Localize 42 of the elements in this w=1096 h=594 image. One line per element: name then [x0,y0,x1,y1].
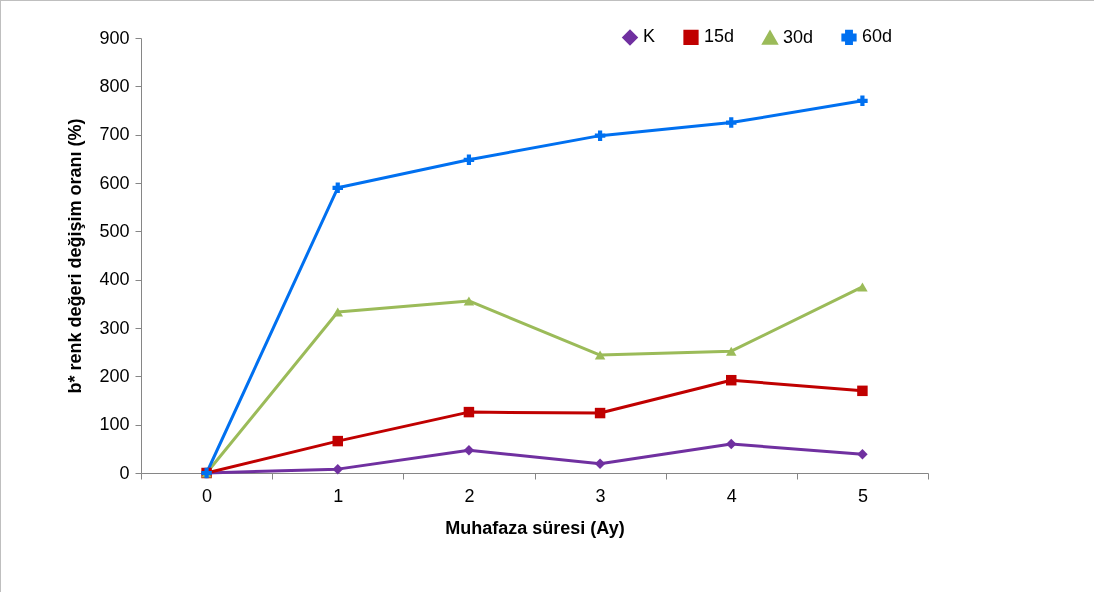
point [463,445,475,456]
y-tick-label: 200 [99,365,130,386]
x-tick-label: 0 [202,485,213,506]
point [594,130,606,141]
y-tick-label: 800 [99,75,130,96]
x-tick-label: 1 [333,485,344,506]
y-axis-title: b* renk değeri değişim oranı (%) [65,118,86,394]
point [594,350,606,360]
point [463,296,475,306]
point [726,346,737,356]
point [463,154,475,166]
point [332,182,343,194]
point [332,463,343,475]
y-tick-label: 500 [99,220,130,241]
y-tick-label: 900 [99,27,130,48]
x-tick-label: 5 [857,485,868,506]
y-tick-label: 100 [99,414,130,435]
point [726,117,737,128]
legend-label: 60d [862,26,893,47]
point [594,458,606,470]
x-tick-label: 4 [726,485,737,506]
legend-label: 30d [783,26,814,47]
point [857,448,868,460]
point [726,374,737,386]
legend-label: K [643,26,656,47]
point [332,435,343,447]
point [857,282,868,292]
point [594,407,606,419]
point [857,95,868,107]
point [726,438,737,450]
point [857,385,868,397]
y-tick-label: 700 [99,124,130,145]
legend-label: 15d [704,26,735,47]
y-tick-label: 400 [99,269,130,290]
y-tick-label: 600 [99,172,130,193]
x-axis-title: Muhafaza süresi (Ay) [445,517,625,538]
y-tick-label: 300 [99,317,130,338]
point [463,406,475,418]
y-tick-label: 0 [119,462,130,483]
point [332,307,343,317]
x-tick-label: 3 [595,485,606,506]
x-tick-label: 2 [464,485,475,506]
